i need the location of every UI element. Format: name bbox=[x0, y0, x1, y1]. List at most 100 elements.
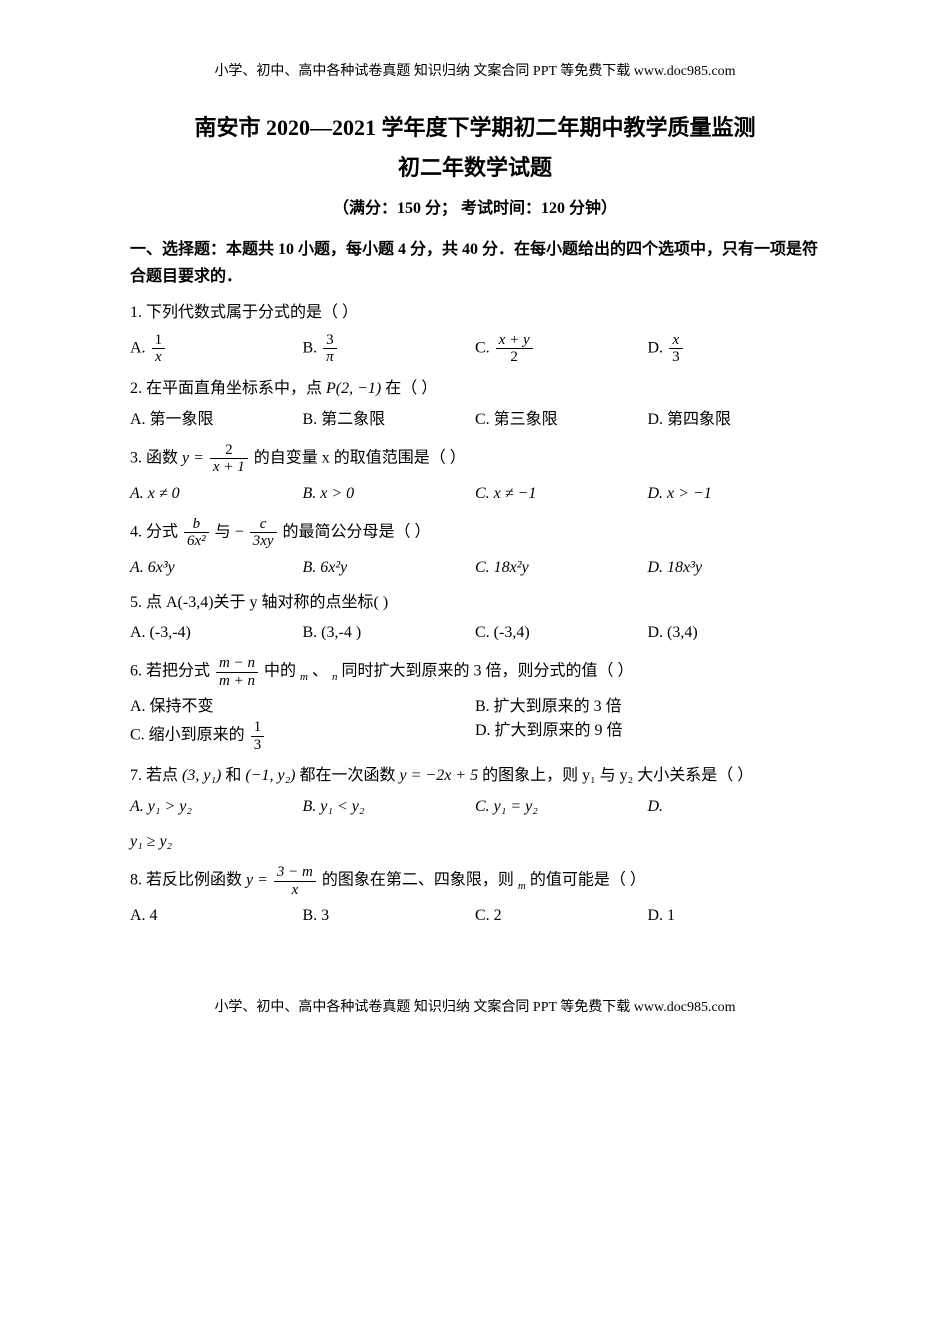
footer-watermark: 小学、初中、高中各种试卷真题 知识归纳 文案合同 PPT 等免费下载 www.d… bbox=[130, 996, 820, 1016]
opt-label: C. bbox=[475, 340, 490, 357]
frac-den: x bbox=[274, 882, 316, 899]
q5-option-c: C. (-3,4) bbox=[475, 621, 648, 645]
q7-option-b: B. y₁ < y₂ bbox=[303, 795, 476, 819]
frac-den: 2 bbox=[496, 349, 533, 366]
section-heading: 一、选择题：本题共 10 小题，每小题 4 分，共 40 分．在每小题给出的四个… bbox=[130, 236, 820, 290]
q7-pre: 7. 若点 bbox=[130, 767, 178, 784]
question-1-options: A. 1 x B. 3 π C. x + y 2 D. x 3 bbox=[130, 332, 820, 366]
q2-pre: 2. 在平面直角坐标系中，点 bbox=[130, 380, 322, 397]
q7-option-a: A. y₁ > y₂ bbox=[130, 795, 303, 819]
frac-num: m − n bbox=[216, 655, 258, 673]
frac-num: 1 bbox=[152, 332, 166, 350]
question-4-options: A. 6x³y B. 6x²y C. 18x²y D. 18x³y bbox=[130, 556, 820, 580]
fraction: b 6x² bbox=[184, 516, 209, 550]
question-6-options: A. 保持不变 B. 扩大到原来的 3 倍 C. 缩小到原来的 1 3 D. 扩… bbox=[130, 695, 820, 753]
q7-and: 和 bbox=[225, 767, 241, 784]
opt-label: A. bbox=[130, 340, 146, 357]
frac-num: b bbox=[184, 516, 209, 534]
q4-option-d: D. 18x³y bbox=[648, 556, 821, 580]
q8-m: m bbox=[518, 880, 526, 892]
q7-p1: (3, y₁) bbox=[182, 767, 221, 784]
fraction: 1 3 bbox=[251, 719, 265, 753]
q5-option-d: D. (3,4) bbox=[648, 621, 821, 645]
spacer bbox=[130, 936, 820, 996]
q6-m: m bbox=[300, 671, 308, 683]
fraction: 3 π bbox=[323, 332, 337, 366]
q1-option-a: A. 1 x bbox=[130, 332, 303, 366]
q1-option-d: D. x 3 bbox=[648, 332, 821, 366]
q1-option-b: B. 3 π bbox=[303, 332, 476, 366]
frac-num: c bbox=[250, 516, 277, 534]
q8-pre: 8. 若反比例函数 bbox=[130, 872, 242, 889]
question-2-stem: 2. 在平面直角坐标系中，点 P(2, −1) 在（ ） bbox=[130, 376, 820, 402]
question-4-stem: 4. 分式 b 6x² 与 − c 3xy 的最简公分母是（ ） bbox=[130, 516, 820, 550]
q6-mid: 中的 bbox=[264, 663, 296, 680]
q6-post: 同时扩大到原来的 3 倍，则分式的值（ ） bbox=[341, 663, 633, 680]
frac-num: 3 − m bbox=[274, 864, 316, 882]
q4-option-b: B. 6x²y bbox=[303, 556, 476, 580]
q1-option-c: C. x + y 2 bbox=[475, 332, 648, 366]
exam-title-sub: 初二年数学试题 bbox=[130, 150, 820, 182]
exam-title-main: 南安市 2020—2021 学年度下学期初二年期中教学质量监测 bbox=[130, 110, 820, 142]
q5-option-b: B. (3,-4 ) bbox=[303, 621, 476, 645]
q6-option-d: D. 扩大到原来的 9 倍 bbox=[475, 719, 820, 753]
q3-option-d: D. x > −1 bbox=[648, 482, 821, 506]
fraction: 1 x bbox=[152, 332, 166, 366]
q2-option-b: B. 第二象限 bbox=[303, 408, 476, 432]
q7-option-c: C. y₁ = y₂ bbox=[475, 795, 648, 819]
question-7-stem: 7. 若点 (3, y₁) 和 (−1, y₂) 都在一次函数 y = −2x … bbox=[130, 763, 820, 789]
q3-yeq: y = bbox=[182, 449, 208, 466]
frac-num: x + y bbox=[496, 332, 533, 350]
question-6-stem: 6. 若把分式 m − n m + n 中的 m 、 n 同时扩大到原来的 3 … bbox=[130, 655, 820, 689]
frac-den: 3 bbox=[669, 349, 683, 366]
q4-neg: − bbox=[235, 523, 244, 540]
question-5-options: A. (-3,-4) B. (3,-4 ) C. (-3,4) D. (3,4) bbox=[130, 621, 820, 645]
q3-post: 的自变量 x 的取值范围是（ ） bbox=[254, 449, 466, 466]
fraction: x 3 bbox=[669, 332, 683, 366]
fraction: m − n m + n bbox=[216, 655, 258, 689]
q7-post: 的图象上，则 y₁ 与 y₂ 大小关系是（ ） bbox=[482, 767, 753, 784]
q3-option-a: A. x ≠ 0 bbox=[130, 482, 303, 506]
q7-option-d: D. bbox=[648, 795, 821, 819]
q4-option-c: C. 18x²y bbox=[475, 556, 648, 580]
question-2-options: A. 第一象限 B. 第二象限 C. 第三象限 D. 第四象限 bbox=[130, 408, 820, 432]
q6-option-c: C. 缩小到原来的 1 3 bbox=[130, 719, 475, 753]
q7-mid: 都在一次函数 bbox=[299, 767, 395, 784]
question-8-options: A. 4 B. 3 C. 2 D. 1 bbox=[130, 904, 820, 928]
question-5-stem: 5. 点 A(-3,4)关于 y 轴对称的点坐标( ) bbox=[130, 590, 820, 616]
q5-option-a: A. (-3,-4) bbox=[130, 621, 303, 645]
frac-den: x bbox=[152, 349, 166, 366]
q7-p2: (−1, y₂) bbox=[245, 767, 295, 784]
fraction: 3 − m x bbox=[274, 864, 316, 898]
q8-yeq: y = bbox=[246, 872, 272, 889]
question-3-stem: 3. 函数 y = 2 x + 1 的自变量 x 的取值范围是（ ） bbox=[130, 442, 820, 476]
question-3-options: A. x ≠ 0 B. x > 0 C. x ≠ −1 D. x > −1 bbox=[130, 482, 820, 506]
fraction: c 3xy bbox=[250, 516, 277, 550]
q7-fn: y = −2x + 5 bbox=[400, 767, 479, 784]
q4-option-a: A. 6x³y bbox=[130, 556, 303, 580]
q6-c-pre: C. 缩小到原来的 bbox=[130, 727, 245, 744]
fraction: x + y 2 bbox=[496, 332, 533, 366]
q6-option-a: A. 保持不变 bbox=[130, 695, 475, 719]
q2-option-d: D. 第四象限 bbox=[648, 408, 821, 432]
question-8-stem: 8. 若反比例函数 y = 3 − m x 的图象在第二、四象限，则 m 的值可… bbox=[130, 864, 820, 898]
exam-meta: （满分：150 分； 考试时间：120 分钟） bbox=[130, 194, 820, 218]
q8-option-a: A. 4 bbox=[130, 904, 303, 928]
q4-pre: 4. 分式 bbox=[130, 523, 178, 540]
frac-den: 3xy bbox=[250, 533, 277, 550]
q8-option-c: C. 2 bbox=[475, 904, 648, 928]
q3-pre: 3. 函数 bbox=[130, 449, 178, 466]
frac-den: x + 1 bbox=[210, 459, 248, 476]
question-1-stem: 1. 下列代数式属于分式的是（ ） bbox=[130, 300, 820, 326]
frac-den: π bbox=[323, 349, 337, 366]
frac-num: 3 bbox=[323, 332, 337, 350]
frac-den: 3 bbox=[251, 737, 265, 754]
q6-option-b: B. 扩大到原来的 3 倍 bbox=[475, 695, 820, 719]
fraction: 2 x + 1 bbox=[210, 442, 248, 476]
q6-n: n bbox=[332, 671, 338, 683]
q8-post: 的值可能是（ ） bbox=[530, 872, 646, 889]
q2-post: 在（ ） bbox=[385, 380, 437, 397]
question-7-options: A. y₁ > y₂ B. y₁ < y₂ C. y₁ = y₂ D. bbox=[130, 795, 820, 819]
q2-option-c: C. 第三象限 bbox=[475, 408, 648, 432]
q6-pre: 6. 若把分式 bbox=[130, 663, 210, 680]
